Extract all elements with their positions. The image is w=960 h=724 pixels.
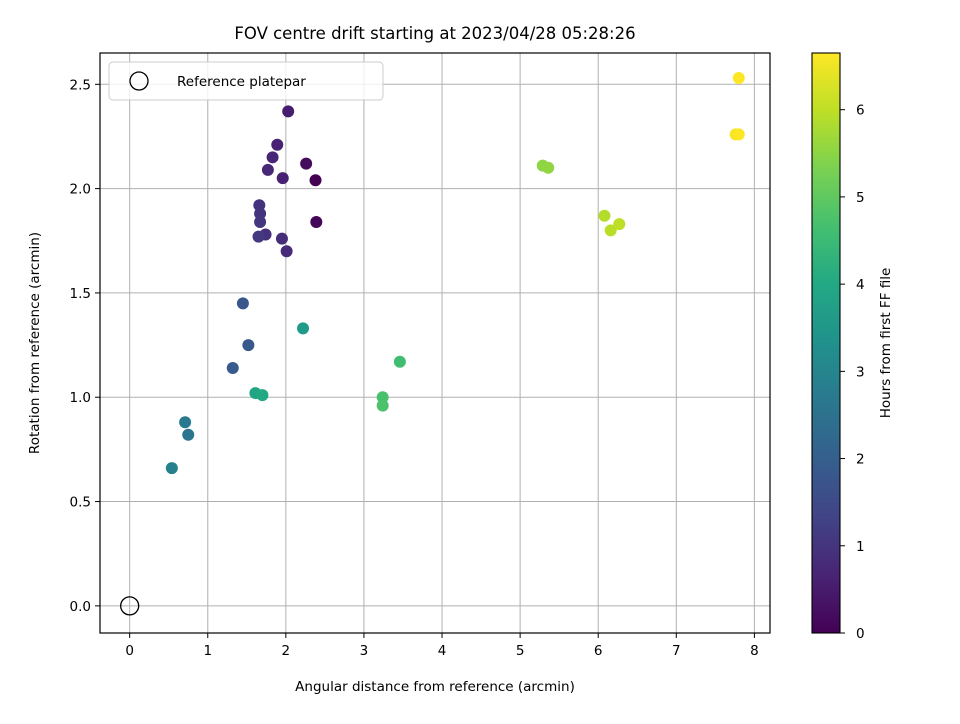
legend-box bbox=[108, 61, 384, 101]
data-point bbox=[613, 218, 626, 231]
x-tick-label: 7 bbox=[672, 643, 681, 659]
data-point bbox=[604, 224, 617, 237]
data-point bbox=[310, 215, 323, 228]
data-point bbox=[266, 151, 279, 164]
data-point bbox=[297, 322, 310, 335]
plot-area-frame bbox=[99, 52, 771, 634]
colorbar-tick-label: 2 bbox=[856, 452, 865, 468]
x-tick-label: 5 bbox=[516, 643, 525, 659]
data-point bbox=[226, 362, 239, 375]
legend: Reference platepar bbox=[108, 61, 384, 101]
data-point bbox=[275, 232, 288, 245]
data-point bbox=[271, 138, 284, 151]
x-tick-label: 6 bbox=[594, 643, 603, 659]
x-tick-label: 3 bbox=[360, 643, 369, 659]
data-point bbox=[376, 399, 389, 412]
data-point bbox=[256, 389, 269, 402]
y-axis-ticks: 0.0 0.5 1.0 1.5 2.0 2.5 bbox=[70, 77, 100, 615]
data-point bbox=[254, 215, 267, 228]
y-tick-label: 0.5 bbox=[70, 495, 91, 511]
data-point bbox=[165, 462, 178, 475]
data-point bbox=[598, 209, 611, 222]
colorbar-tick-label: 1 bbox=[856, 539, 865, 555]
chart-title: FOV centre drift starting at 2023/04/28 … bbox=[234, 24, 635, 43]
legend-reference-marker bbox=[129, 71, 149, 91]
x-tick-label: 2 bbox=[282, 643, 291, 659]
colorbar-ticks: 0 1 2 3 4 5 6 bbox=[840, 103, 865, 642]
colorbar-tick-label: 3 bbox=[856, 364, 865, 380]
data-point bbox=[179, 416, 192, 429]
colorbar-frame bbox=[811, 52, 841, 634]
y-tick-label: 1.5 bbox=[70, 286, 91, 302]
data-point bbox=[261, 163, 274, 176]
data-point bbox=[732, 72, 745, 85]
x-tick-label: 0 bbox=[125, 643, 134, 659]
data-point bbox=[542, 161, 555, 174]
data-point bbox=[236, 297, 249, 310]
data-point bbox=[182, 428, 195, 441]
data-point bbox=[300, 157, 313, 170]
colorbar-tick-label: 4 bbox=[856, 277, 865, 293]
y-tick-label: 2.5 bbox=[70, 77, 91, 93]
data-point bbox=[242, 339, 255, 352]
data-point bbox=[280, 245, 293, 258]
colorbar-tick-label: 5 bbox=[856, 190, 865, 206]
data-point bbox=[376, 391, 389, 404]
y-tick-label: 0.0 bbox=[70, 599, 91, 615]
x-axis-title: Angular distance from reference (arcmin) bbox=[295, 679, 575, 695]
x-tick-label: 1 bbox=[203, 643, 212, 659]
data-points bbox=[120, 72, 745, 616]
data-point bbox=[309, 174, 322, 187]
y-tick-label: 2.0 bbox=[70, 182, 91, 198]
x-tick-label: 8 bbox=[750, 643, 759, 659]
data-point bbox=[282, 105, 295, 118]
data-point bbox=[732, 128, 745, 141]
data-point bbox=[393, 355, 406, 368]
grid-lines bbox=[100, 53, 770, 633]
x-tick-label: 4 bbox=[438, 643, 447, 659]
data-point bbox=[252, 230, 265, 243]
y-axis-title: Rotation from reference (arcmin) bbox=[27, 232, 43, 454]
colorbar-tick-label: 0 bbox=[856, 626, 865, 642]
data-point bbox=[254, 207, 267, 220]
y-tick-label: 1.0 bbox=[70, 390, 91, 406]
colorbar-gradient bbox=[812, 53, 840, 633]
colorbar-title: Hours from first FF file bbox=[878, 268, 894, 419]
colorbar-tick-label: 6 bbox=[856, 103, 865, 119]
data-point bbox=[276, 172, 289, 185]
x-axis-ticks: 0 1 2 3 4 5 6 7 8 bbox=[125, 633, 759, 659]
reference-platepar-marker bbox=[120, 596, 140, 616]
legend-label-reference: Reference platepar bbox=[177, 74, 306, 90]
colorbar: 0 1 2 3 4 5 6 Hours from first FF file bbox=[811, 52, 894, 642]
